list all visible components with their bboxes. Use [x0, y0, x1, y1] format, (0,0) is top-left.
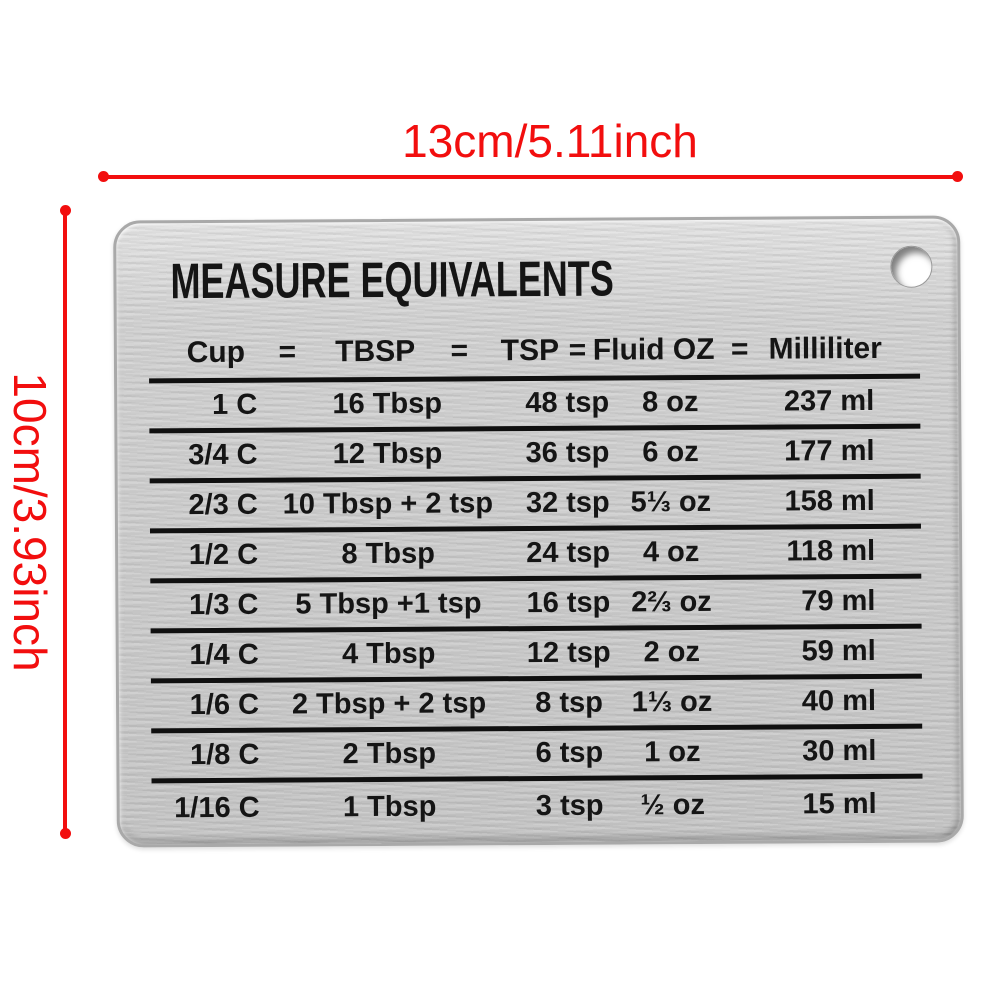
- cell-tbsp: 2 Tbsp: [342, 737, 437, 771]
- equals-sign: =: [278, 335, 297, 369]
- cell-ml: 30 ml: [802, 734, 877, 768]
- table-row: 1/16 C 1 Tbsp 3 tsp ½ oz 15 ml: [152, 779, 923, 834]
- cell-cup: 1/8 C: [189, 738, 260, 772]
- cell-fluid-oz: 5⅓ oz: [630, 485, 712, 519]
- cell-cup: 1/4 C: [189, 638, 259, 672]
- header-fluid-oz: Fluid OZ: [592, 332, 715, 367]
- cell-tsp: 12 tsp: [526, 636, 611, 670]
- line-endpoint-dot: [60, 205, 71, 216]
- table-row: 1 C 16 Tbsp 48 tsp 8 oz 237 ml: [149, 378, 921, 434]
- equals-sign: =: [730, 332, 749, 366]
- cell-fluid-oz: 1⅓ oz: [631, 685, 713, 719]
- measure-card: MEASURE EQUIVALENTS Cup = TBSP = TSP = F…: [113, 215, 964, 848]
- width-dimension-label: 13cm/5.11inch: [402, 115, 698, 167]
- equals-sign: =: [568, 333, 587, 367]
- table-row: 1/6 C 2 Tbsp + 2 tsp 8 tsp 1⅓ oz 40 ml: [150, 678, 923, 734]
- equals-sign: =: [450, 334, 469, 368]
- table-header: Cup = TBSP = TSP = Fluid OZ = Milliliter: [149, 319, 920, 372]
- height-dimension-line: [63, 210, 67, 834]
- cell-tsp: 3 tsp: [535, 789, 604, 822]
- cell-tbsp: 4 Tbsp: [341, 637, 436, 671]
- cell-tbsp: 8 Tbsp: [341, 537, 435, 571]
- header-tbsp: TBSP: [335, 334, 416, 369]
- cell-ml: 158 ml: [784, 484, 875, 518]
- cell-fluid-oz: 8 oz: [641, 386, 699, 419]
- table-row: 1/4 C 4 Tbsp 12 tsp 2 oz 59 ml: [150, 628, 922, 684]
- header-milliliter: Milliliter: [768, 331, 882, 366]
- cell-tsp: 36 tsp: [525, 436, 610, 470]
- header-cup: Cup: [186, 335, 246, 370]
- cell-fluid-oz: ½ oz: [640, 788, 706, 821]
- cell-ml: 118 ml: [786, 534, 876, 568]
- table-row: 1/8 C 2 Tbsp 6 tsp 1 oz 30 ml: [151, 728, 923, 784]
- cell-cup: 3/4 C: [188, 438, 258, 472]
- cell-tbsp: 1 Tbsp: [342, 790, 437, 823]
- cell-cup: 1 C: [211, 388, 258, 421]
- cell-tsp: 8 tsp: [535, 686, 603, 720]
- cell-cup: 1/2 C: [188, 538, 259, 572]
- cell-cup: 1/6 C: [189, 688, 260, 722]
- cell-cup: 1/3 C: [189, 588, 259, 622]
- card-title: MEASURE EQUIVALENTS: [170, 250, 615, 310]
- line-endpoint-dot: [60, 828, 71, 839]
- cell-tbsp: 12 Tbsp: [332, 437, 443, 471]
- cell-ml: 40 ml: [801, 684, 877, 718]
- cell-fluid-oz: 2⅔ oz: [631, 585, 712, 619]
- table-row: 2/3 C 10 Tbsp + 2 tsp 32 tsp 5⅓ oz 158 m…: [149, 478, 921, 534]
- cell-ml: 79 ml: [801, 584, 876, 618]
- cell-tsp: 48 tsp: [525, 386, 610, 420]
- hang-hole: [890, 245, 933, 288]
- line-endpoint-dot: [952, 171, 963, 182]
- cell-ml: 237 ml: [783, 384, 875, 418]
- cell-tbsp: 16 Tbsp: [332, 387, 443, 421]
- cell-tsp: 24 tsp: [526, 536, 611, 570]
- cell-tsp: 32 tsp: [525, 486, 610, 520]
- cell-tsp: 16 tsp: [526, 586, 611, 620]
- cell-tbsp: 10 Tbsp + 2 tsp: [282, 487, 494, 521]
- cell-tsp: 6 tsp: [535, 736, 604, 770]
- table-row: 3/4 C 12 Tbsp 36 tsp 6 oz 177 ml: [149, 428, 921, 484]
- cell-cup: 2/3 C: [188, 488, 258, 522]
- cell-fluid-oz: 6 oz: [642, 436, 699, 469]
- height-dimension-label: 10cm/3.93inch: [4, 372, 56, 672]
- cell-ml: 177 ml: [784, 434, 875, 468]
- cell-fluid-oz: 2 oz: [643, 636, 701, 669]
- table-row: 1/2 C 8 Tbsp 24 tsp 4 oz 118 ml: [150, 528, 922, 584]
- table-row: 1/3 C 5 Tbsp +1 tsp 16 tsp 2⅔ oz 79 ml: [150, 578, 922, 634]
- cell-fluid-oz: 1 oz: [644, 736, 701, 769]
- conversion-table: Cup = TBSP = TSP = Fluid OZ = Milliliter…: [149, 319, 923, 834]
- measure-table-body: 1 C 16 Tbsp 48 tsp 8 oz 237 ml 3/4 C 12 …: [149, 378, 923, 834]
- cell-ml: 59 ml: [801, 634, 876, 668]
- cell-ml: 15 ml: [802, 787, 877, 820]
- line-endpoint-dot: [98, 171, 109, 182]
- cell-tbsp: 5 Tbsp +1 tsp: [295, 587, 482, 621]
- width-dimension-line: [103, 175, 958, 179]
- cell-cup: 1/16 C: [174, 791, 260, 824]
- header-tsp: TSP: [500, 333, 560, 368]
- cell-tbsp: 2 Tbsp + 2 tsp: [291, 687, 487, 721]
- cell-fluid-oz: 4 oz: [642, 536, 700, 569]
